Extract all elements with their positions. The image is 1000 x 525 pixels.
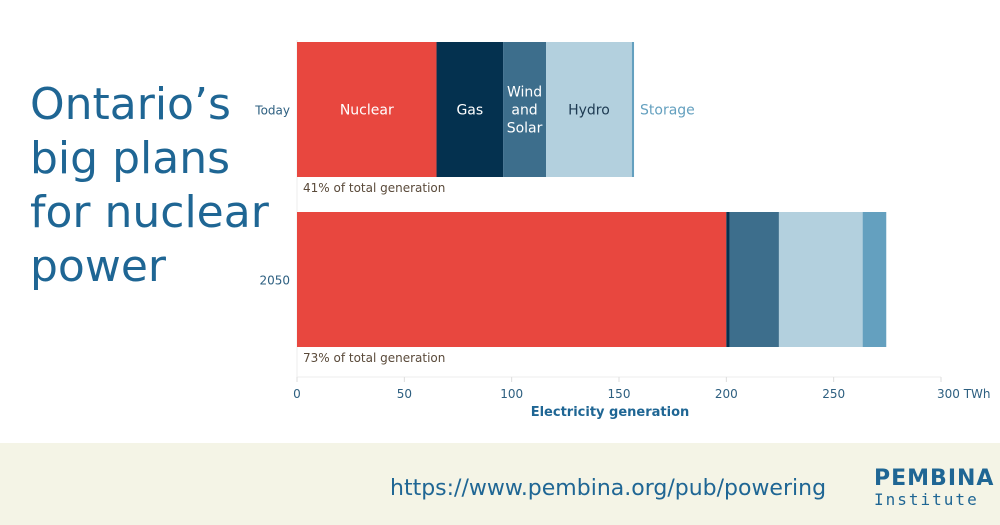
series-label: Solar	[507, 121, 543, 137]
footer-url[interactable]: https://www.pembina.org/pub/powering	[390, 476, 827, 501]
x-tick-label: 200	[715, 387, 738, 401]
share-annotation: 73% of total generation	[303, 351, 445, 365]
bar-nuclear-2050	[297, 212, 727, 347]
x-tick-label: 0	[293, 387, 301, 401]
x-tick-label: 300 TWh	[937, 387, 991, 401]
series-label: and	[511, 103, 537, 119]
x-tick-label: 100	[500, 387, 523, 401]
pembina-logo: PEMBINA	[874, 466, 995, 491]
stacked-bar-chart: Today Nuclear Gas Wind and Solar Hydro Storage 4…	[254, 40, 991, 420]
bar-hydro-2050	[778, 212, 863, 347]
category-label: 2050	[259, 274, 290, 288]
series-label: Storage	[640, 103, 695, 119]
x-tick-label: 50	[397, 387, 412, 401]
share-annotation: 41% of total generation	[303, 181, 445, 195]
x-tick-label: 250	[822, 387, 845, 401]
bar-hydro-Today	[546, 42, 632, 177]
series-label: Nuclear	[340, 103, 394, 119]
page-title: Ontario’s big plans for nuclear power	[30, 79, 269, 292]
series-label: Wind	[507, 85, 542, 101]
bar-storage-2050	[862, 212, 887, 347]
category-label: Today	[254, 104, 290, 118]
series-label: Hydro	[568, 103, 610, 119]
bar-gas-Today	[436, 42, 504, 177]
x-axis-title: Electricity generation	[531, 405, 690, 420]
bar-wind-and-solar-Today	[503, 42, 547, 177]
bar-nuclear-Today	[297, 42, 437, 177]
series-label: Gas	[456, 103, 483, 119]
pembina-logo-sub: Institute	[874, 490, 979, 509]
bar-wind-and-solar-2050	[729, 212, 779, 347]
bar-gas-2050	[726, 212, 730, 347]
bar-storage-Today	[631, 42, 635, 177]
x-tick-label: 150	[608, 387, 631, 401]
footer	[0, 443, 1000, 525]
